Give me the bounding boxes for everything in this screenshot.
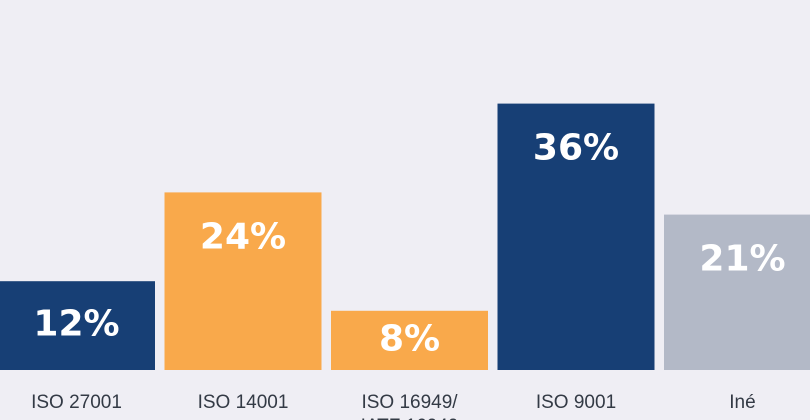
- bar: [664, 214, 810, 370]
- value-label: 21%: [699, 239, 785, 280]
- bar: [331, 310, 488, 370]
- value-label: 8%: [379, 318, 440, 359]
- value-label: 12%: [33, 304, 119, 345]
- x-tick-label: ISO 14001: [198, 392, 289, 413]
- bar: [497, 103, 655, 370]
- x-tick-label: IATF 16949: [361, 416, 459, 420]
- value-label: 24%: [200, 216, 286, 257]
- x-tick-label: Iné: [729, 392, 755, 413]
- bar: [0, 281, 155, 370]
- value-label: 36%: [533, 128, 619, 169]
- bar: [164, 192, 322, 370]
- x-tick-label: ISO 9001: [536, 392, 616, 413]
- x-tick-label: ISO 27001: [31, 392, 122, 413]
- x-tick-label: ISO 16949/: [361, 392, 458, 413]
